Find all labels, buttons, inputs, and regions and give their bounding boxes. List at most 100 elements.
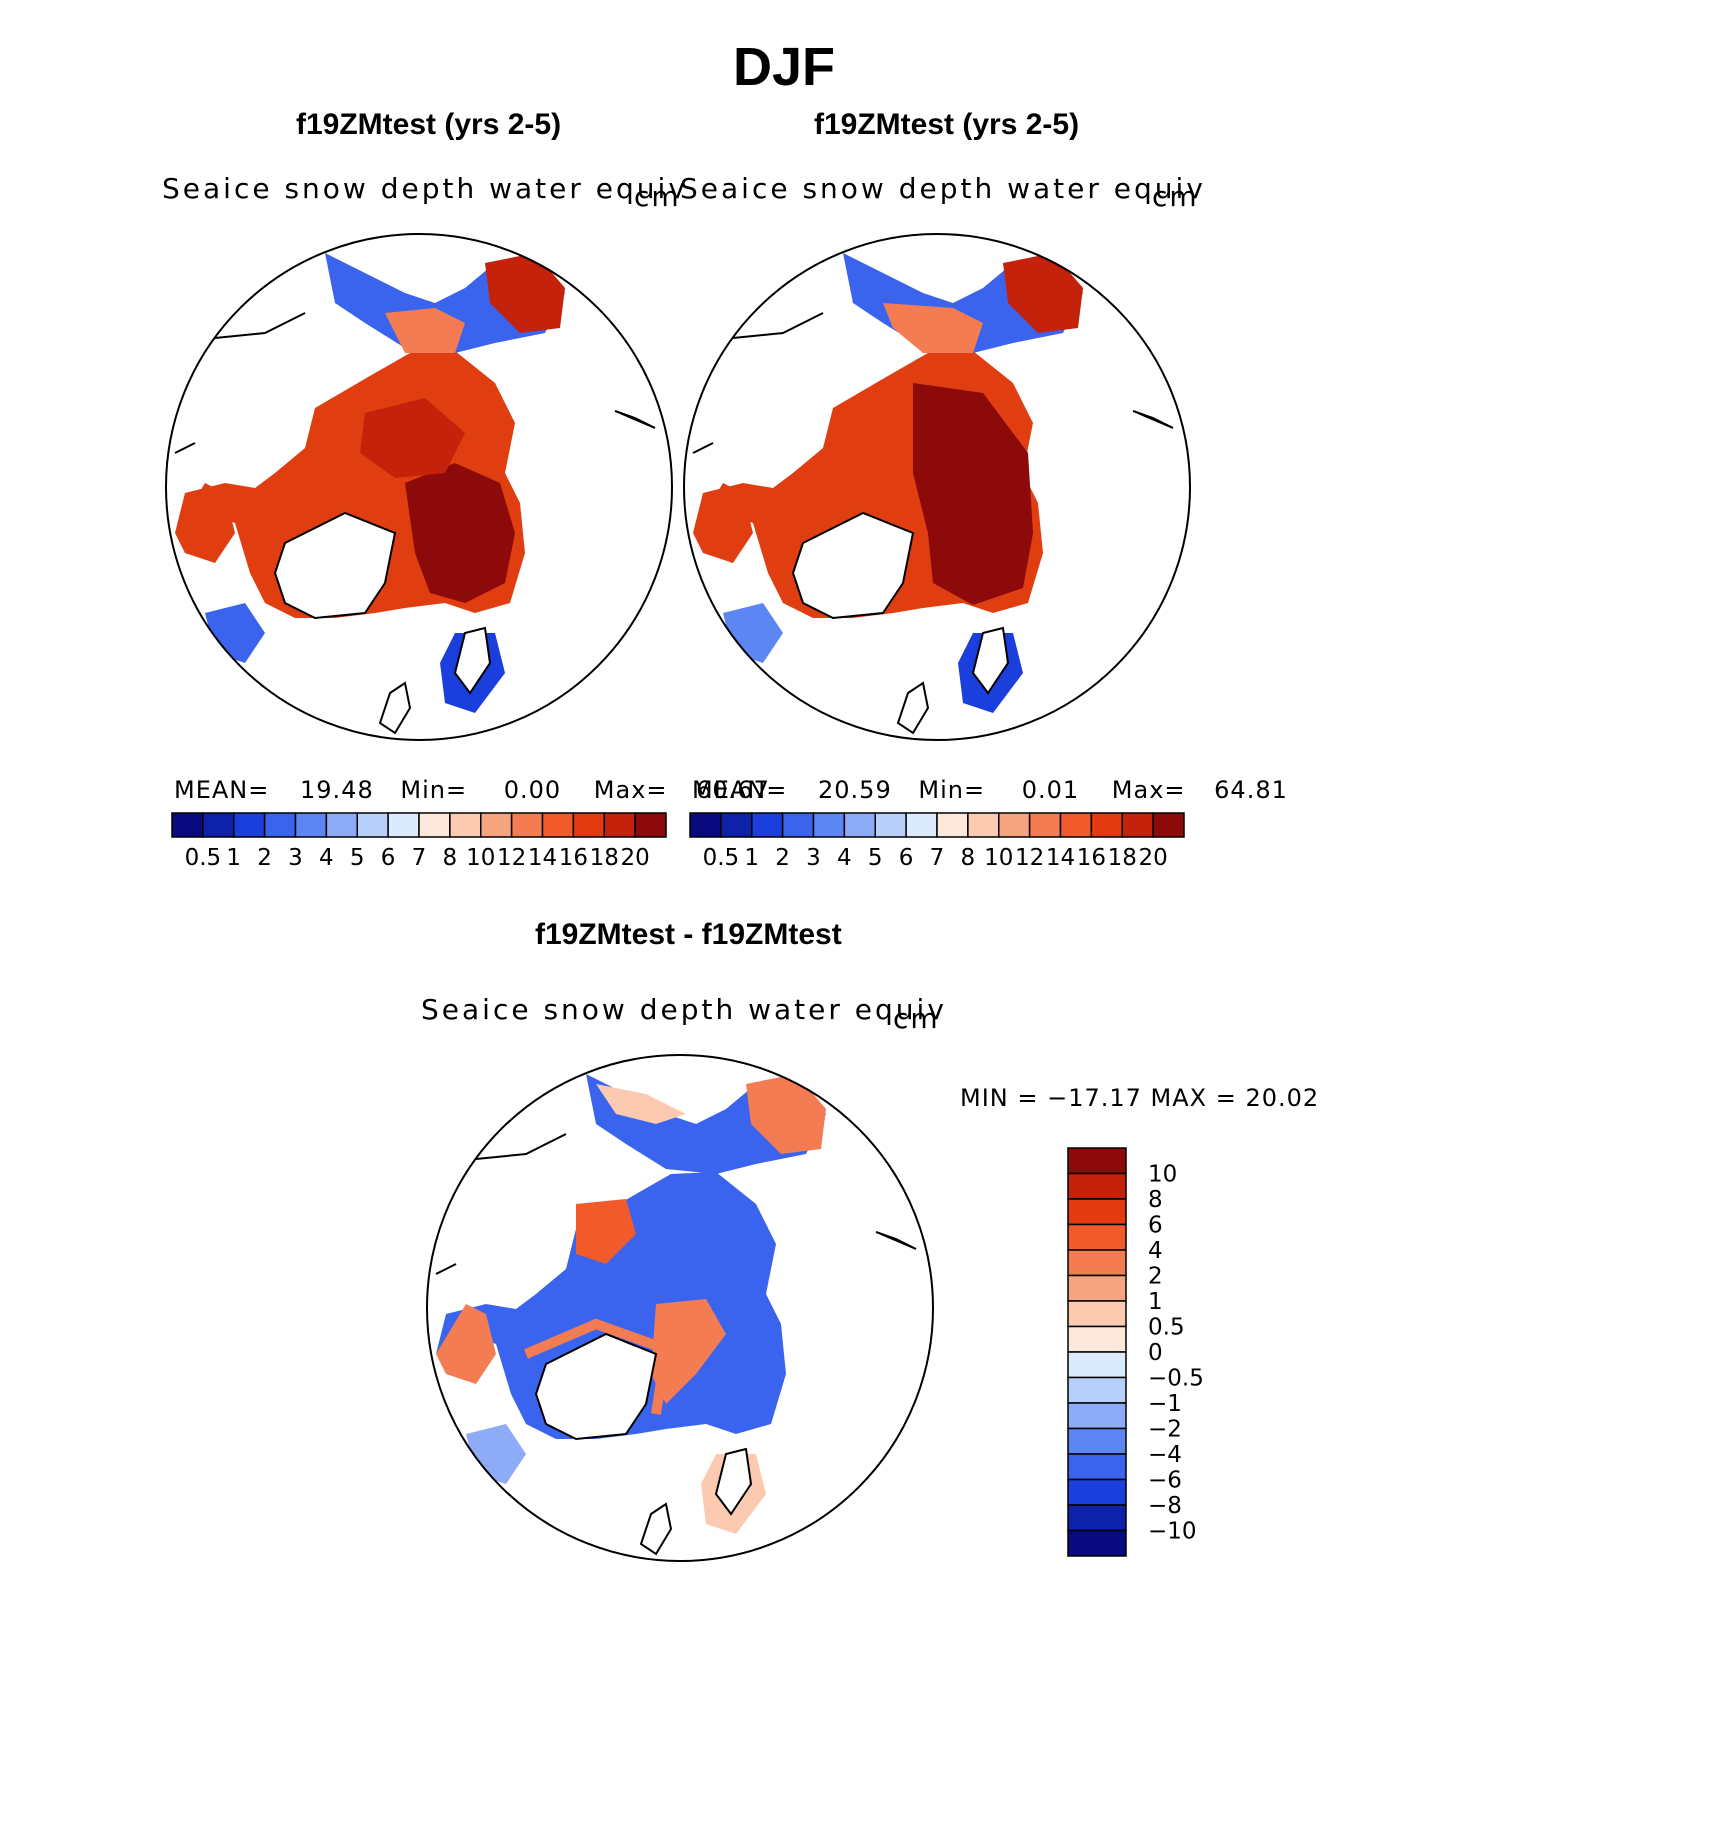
colorbar-swatch (1067, 1147, 1127, 1175)
colorbar-tick-label: 5 (868, 845, 883, 871)
colorbar-tick-label: 4 (837, 845, 852, 871)
panel2-colorbar: 0.5 1 2 3 4 5 6 7 8 10 12 14 16 18 20 (689, 812, 1185, 871)
colorbar-swatch (1067, 1223, 1127, 1251)
colorbar-tick-label: 2 (775, 845, 790, 871)
colorbar-tick-label: 20 (620, 845, 649, 871)
colorbar-tick-label: 1 (1148, 1289, 1163, 1315)
colorbar-swatch (1067, 1351, 1127, 1379)
panel2-hudson-ice (693, 483, 753, 563)
panel2-units: cm (1152, 180, 1199, 213)
colorbar-tick-label: −8 (1148, 1493, 1182, 1519)
colorbar-swatch (1121, 812, 1154, 838)
colorbar-swatch (1028, 812, 1062, 838)
colorbar-tick-label: 1 (226, 845, 241, 871)
panel1-scandinavia (453, 626, 492, 695)
colorbar-tick-label: 2 (1148, 1264, 1163, 1290)
colorbar-swatch (1067, 1300, 1127, 1328)
panel2-mean-label: MEAN= (692, 776, 788, 804)
panel2-min-label: Min= (918, 776, 986, 804)
colorbar-swatch (480, 812, 513, 838)
colorbar-tick-label: 4 (1148, 1238, 1163, 1264)
panel1-stats: MEAN= 19.48 Min= 0.00 Max= 60.67 (174, 776, 770, 804)
panel2-coast-1 (692, 312, 1174, 454)
colorbar-swatch (387, 812, 420, 838)
colorbar-tick-label: 0.5 (1148, 1315, 1185, 1341)
panel3-variable-label: Seaice snow depth water equiv (421, 993, 947, 1026)
panel1-min-value: 0.00 (503, 776, 562, 804)
colorbar-swatch (1067, 1453, 1127, 1481)
colorbar-tick-label: −2 (1148, 1417, 1182, 1443)
colorbar-swatch (356, 812, 389, 838)
colorbar-tick-label: 16 (1077, 845, 1106, 871)
colorbar-swatch (874, 812, 907, 838)
colorbar-tick-label: 18 (1108, 845, 1137, 871)
panel3-title: f19ZMtest - f19ZMtest (535, 918, 842, 951)
colorbar-tick-label: 1 (744, 845, 759, 871)
colorbar-tick-label: −6 (1148, 1468, 1182, 1494)
colorbar-swatch (510, 812, 544, 838)
panel3-units: cm (893, 1002, 940, 1035)
panel2-min-value: 0.01 (1021, 776, 1080, 804)
colorbar-swatch (541, 812, 575, 838)
colorbar-swatch (1067, 1529, 1127, 1557)
colorbar-tick-label: −4 (1148, 1442, 1182, 1468)
colorbar-swatch (325, 812, 358, 838)
panel3-scandinavia (714, 1447, 753, 1516)
panel3-warm-patch-2 (576, 1199, 636, 1264)
page-title: DJF (732, 37, 835, 97)
colorbar-swatch (171, 812, 204, 838)
colorbar-tick-label: 7 (412, 845, 427, 871)
colorbar-swatch (294, 812, 328, 838)
colorbar-swatch (263, 812, 297, 838)
panel1-hudson-ice (175, 483, 235, 563)
colorbar-tick-label: 3 (806, 845, 821, 871)
colorbar-swatch (233, 812, 266, 838)
panel1-mean-value: 19.48 (300, 776, 374, 804)
panel1-map (165, 233, 673, 741)
panel1-variable-label: Seaice snow depth water equiv (162, 172, 688, 205)
colorbar-swatch (751, 812, 784, 838)
colorbar-tick-label: 2 (257, 845, 272, 871)
colorbar-tick-label: 3 (288, 845, 303, 871)
colorbar-tick-label: 10 (984, 845, 1013, 871)
panel2-variable-label: Seaice snow depth water equiv (680, 172, 1206, 205)
colorbar-swatch (1067, 1427, 1127, 1455)
colorbar-tick-label: 18 (590, 845, 619, 871)
panel3-coast-1 (435, 1133, 917, 1275)
colorbar-tick-label: 7 (930, 845, 945, 871)
colorbar-tick-label: 10 (1148, 1162, 1177, 1188)
colorbar-swatch (1067, 1274, 1127, 1302)
panel3-greenland-rim (524, 1318, 672, 1415)
colorbar-tick-label: 8 (443, 845, 458, 871)
colorbar-tick-label: 12 (1015, 845, 1044, 871)
panel3-hudson (436, 1304, 496, 1384)
panel1-coast-1 (174, 312, 656, 454)
colorbar-swatch (1059, 812, 1093, 838)
panel2-greenland (791, 511, 915, 620)
panel2-britain (896, 681, 930, 735)
colorbar-tick-label: 14 (1046, 845, 1075, 871)
colorbar-swatch (843, 812, 876, 838)
panel1-greenland (273, 511, 397, 620)
panel1-mean-label: MEAN= (174, 776, 270, 804)
colorbar-swatch (689, 812, 722, 838)
panel1-britain (378, 681, 412, 735)
panel2-ice-thick (913, 383, 1033, 605)
colorbar-swatch (202, 812, 235, 838)
colorbar-swatch (572, 812, 605, 838)
colorbar-tick-label: 16 (559, 845, 588, 871)
panel1-title: f19ZMtest (yrs 2-5) (296, 108, 562, 141)
colorbar-tick-label: −0.5 (1148, 1366, 1204, 1392)
panel3-greenland (534, 1332, 658, 1441)
panel3-ice-field (436, 1172, 786, 1439)
colorbar-swatch (936, 812, 969, 838)
colorbar-swatch (1067, 1504, 1127, 1532)
colorbar-swatch (1067, 1376, 1127, 1404)
colorbar-swatch (1067, 1172, 1127, 1200)
colorbar-tick-label: 20 (1138, 845, 1167, 871)
colorbar-tick-label: −1 (1148, 1391, 1182, 1417)
colorbar-swatch (1067, 1402, 1127, 1430)
colorbar-swatch (1067, 1198, 1127, 1226)
panel3-okhotsk (746, 1074, 826, 1154)
colorbar-tick-label: 8 (1148, 1187, 1163, 1213)
